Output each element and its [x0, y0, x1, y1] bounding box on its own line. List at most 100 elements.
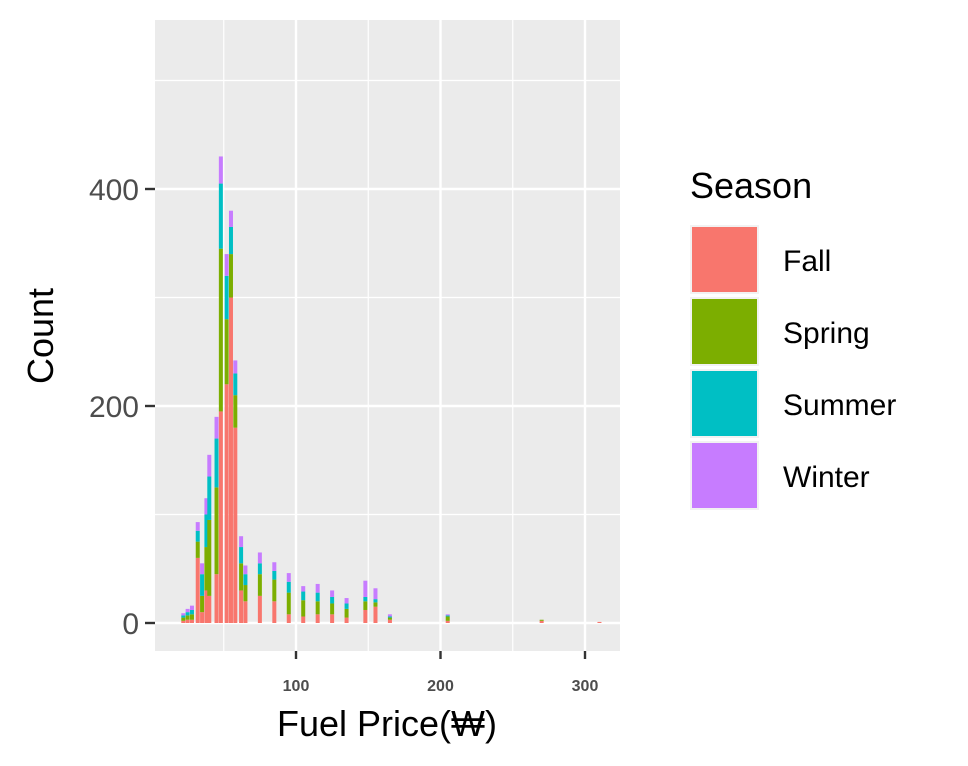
bar-summer: [315, 592, 320, 602]
bar-summer: [330, 596, 335, 604]
x-tick-label: 100: [283, 678, 310, 695]
legend-label-winter: Winter: [783, 461, 870, 494]
bar-summer: [301, 591, 306, 601]
bar-summer: [257, 563, 262, 575]
bar-fall: [218, 411, 223, 623]
bar-summer: [204, 514, 209, 548]
bar-summer: [181, 615, 186, 618]
bar-spring: [301, 600, 306, 617]
bar-summer: [363, 596, 368, 602]
bar-fall: [373, 606, 378, 623]
bar-spring: [539, 619, 544, 621]
bar-fall: [272, 601, 277, 623]
bar-fall: [257, 595, 262, 623]
legend-title: Season: [690, 165, 812, 206]
bar-winter: [239, 536, 244, 548]
bar-fall: [315, 614, 320, 623]
bar-fall: [214, 574, 219, 623]
bar-spring: [207, 519, 212, 596]
x-tick-label: 200: [427, 678, 454, 695]
legend-swatch-spring: [692, 299, 757, 364]
bar-fall: [195, 557, 200, 623]
bar-spring: [373, 602, 378, 607]
bar-spring: [228, 254, 233, 298]
bar-winter: [228, 210, 233, 227]
bar-winter: [204, 498, 209, 515]
bar-winter: [224, 254, 229, 276]
bar-fall: [330, 614, 335, 623]
y-tick-label: 400: [89, 174, 139, 207]
bar-fall: [233, 427, 238, 623]
bar-winter: [200, 563, 205, 575]
bar-winter: [344, 598, 349, 604]
bar-fall: [243, 601, 248, 623]
bar-summer: [224, 275, 229, 320]
bar-spring: [445, 616, 450, 621]
bar-winter: [373, 588, 378, 600]
bar-spring: [233, 395, 238, 428]
y-tick-label: 200: [89, 391, 139, 424]
x-axis-title: Fuel Price(₩): [277, 703, 497, 744]
bar-spring: [224, 319, 229, 385]
bar-fall: [539, 620, 544, 623]
bar-spring: [185, 615, 190, 620]
bar-summer: [189, 609, 194, 615]
bar-winter: [181, 613, 186, 616]
bar-fall: [200, 612, 205, 623]
bar-winter: [315, 583, 320, 593]
y-axis: 0 200 400: [89, 174, 155, 641]
bar-winter: [185, 608, 190, 613]
bar-summer: [228, 226, 233, 255]
bar-fall: [301, 616, 306, 623]
bar-winter: [330, 590, 335, 597]
bar-spring: [214, 487, 219, 575]
bar-summer: [445, 615, 450, 617]
legend-label-fall: Fall: [783, 245, 831, 278]
bar-spring: [387, 617, 392, 620]
bar-spring: [243, 585, 248, 602]
bar-spring: [286, 592, 291, 615]
bar-summer: [387, 616, 392, 618]
histogram-bars: [181, 156, 602, 623]
bar-winter: [445, 614, 450, 616]
bar-fall: [224, 384, 229, 623]
bar-fall: [363, 609, 368, 623]
bar-summer: [214, 438, 219, 488]
bar-fall: [228, 297, 233, 623]
y-tick-label: 0: [122, 608, 139, 641]
bar-spring: [363, 601, 368, 610]
bar-summer: [200, 574, 205, 596]
bar-fall: [204, 590, 209, 623]
bar-fall: [207, 595, 212, 623]
bar-spring: [181, 617, 186, 621]
bar-summer: [233, 373, 238, 396]
bar-summer: [185, 612, 190, 616]
bar-winter: [214, 416, 219, 439]
bar-winter: [233, 360, 238, 374]
bar-winter: [286, 573, 291, 582]
bar-spring: [189, 614, 194, 620]
bar-winter: [363, 580, 368, 597]
bar-summer: [218, 183, 223, 249]
bar-winter: [301, 586, 306, 592]
bar-summer: [207, 476, 212, 520]
bar-fall: [189, 619, 194, 623]
bar-spring: [330, 603, 335, 615]
bar-summer: [239, 547, 244, 564]
bar-summer: [373, 599, 378, 603]
bar-spring: [344, 608, 349, 618]
bar-winter: [195, 522, 200, 531]
bar-spring: [315, 601, 320, 615]
bar-winter: [272, 562, 277, 571]
x-tick-label: 300: [572, 678, 599, 695]
bar-winter: [387, 614, 392, 617]
legend-swatch-winter: [692, 443, 757, 508]
bar-fall: [344, 617, 349, 623]
bar-summer: [344, 603, 349, 609]
bar-winter: [189, 605, 194, 610]
legend-swatch-fall: [692, 227, 757, 292]
bar-spring: [257, 574, 262, 596]
bar-winter: [243, 565, 248, 575]
bar-winter: [218, 156, 223, 184]
bar-spring: [239, 563, 244, 591]
